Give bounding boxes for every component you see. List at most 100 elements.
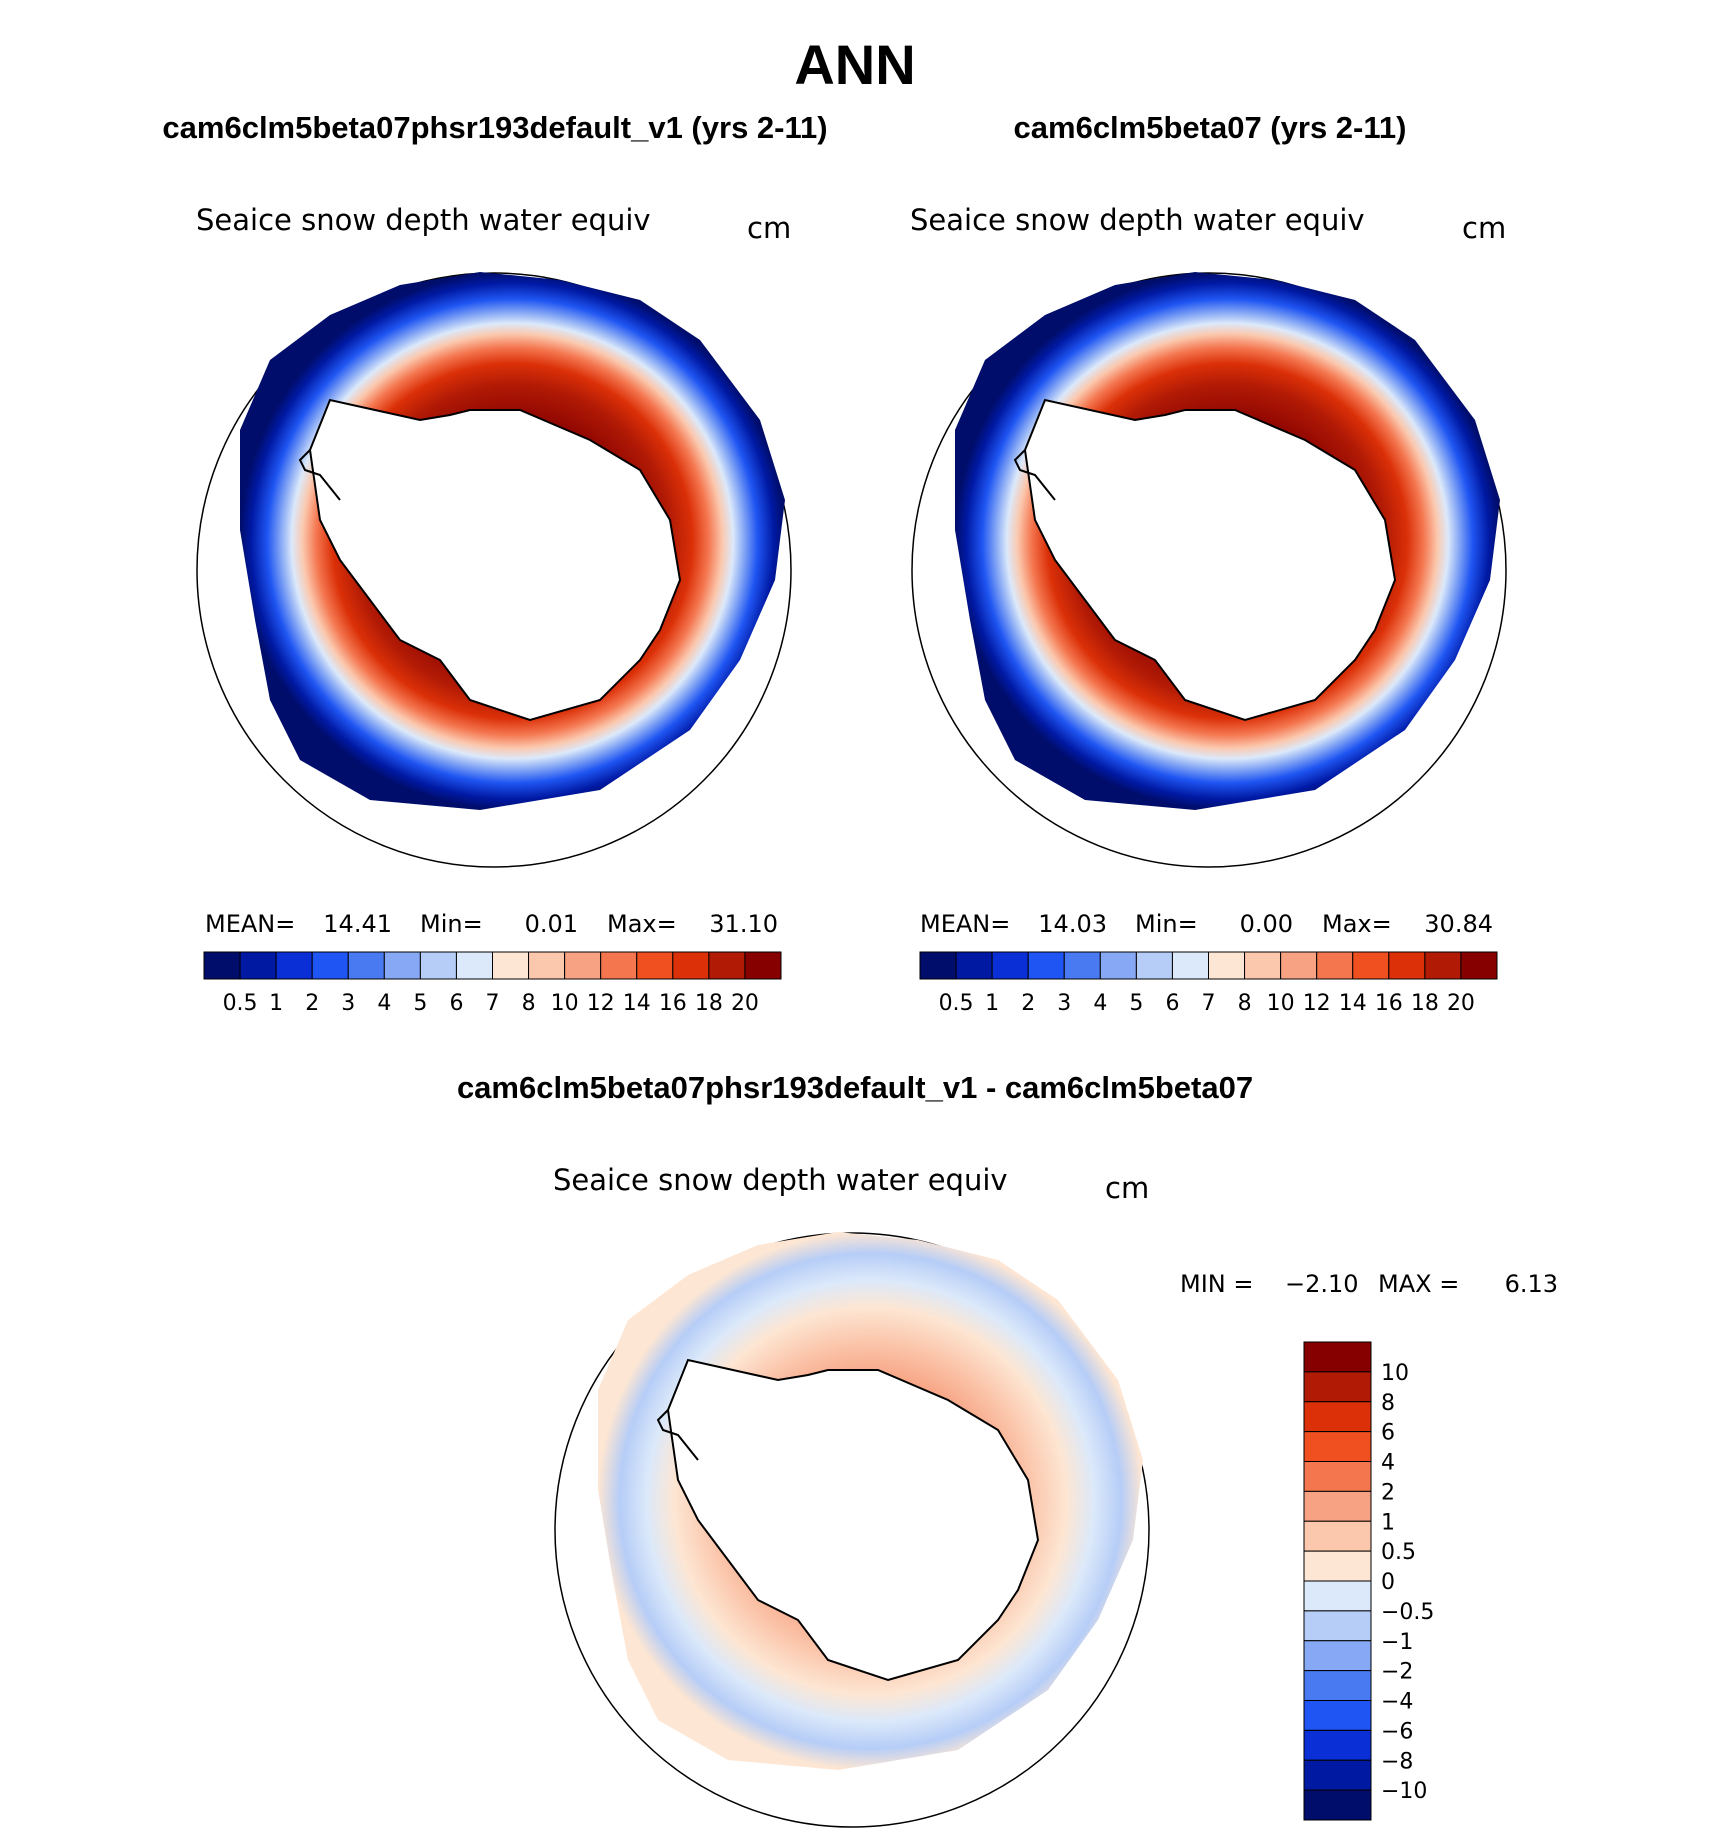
panel-left-colorbar-swatch [239, 951, 277, 980]
panel-left-colorbar-tick-label: 2 [305, 991, 319, 1016]
panel-right-colorbar-swatch [1027, 951, 1065, 980]
panel-right-colorbar-swatch [991, 951, 1029, 980]
panel-left-colorbar-swatch [275, 951, 313, 980]
panel-left-max: 31.10 [709, 910, 778, 938]
panel-left-colorbar-tick-label: 14 [623, 991, 651, 1016]
diff-colorbar-swatch [1303, 1461, 1372, 1492]
panel-left-colorbar-swatch [600, 951, 638, 980]
panel-left-max-label: Max= [607, 910, 677, 938]
diff-colorbar-swatch [1303, 1580, 1372, 1612]
diff-max-label: MAX = [1378, 1270, 1459, 1298]
diff-colorbar-tick-label: 4 [1381, 1451, 1395, 1476]
diff-min: −2.10 [1285, 1270, 1359, 1298]
diff-colorbar-swatch [1303, 1610, 1372, 1642]
panel-left-colorbar-tick-label: 12 [587, 991, 615, 1016]
antarctica-coastline [666, 1358, 1040, 1682]
panel-right-min: 0.00 [1240, 910, 1293, 938]
panel-right-colorbar-tick-label: 7 [1202, 991, 1216, 1016]
diff-colorbar-tick-label: 10 [1381, 1361, 1409, 1386]
panel-left-colorbar-swatch [492, 951, 530, 980]
panel-left-colorbar-swatch [311, 951, 349, 980]
panel-right-max: 30.84 [1424, 910, 1493, 938]
panel-right-units: cm [1462, 211, 1506, 245]
sea-ice-field [240, 272, 785, 810]
panel-left-colorbar-swatch [708, 951, 746, 980]
antarctic-peninsula [1013, 449, 1056, 501]
panel-right-colorbar-tick-label: 1 [985, 991, 999, 1016]
panel-left-colorbar-swatch [419, 951, 457, 980]
antarctica-coastline [1023, 398, 1397, 722]
diff-colorbar-swatch [1303, 1520, 1372, 1552]
panel-right-colorbar-tick-label: 8 [1238, 991, 1252, 1016]
antarctic-peninsula [656, 1409, 699, 1461]
panel-left: cam6clm5beta07phsr193default_v1 (yrs 2-1… [162, 110, 827, 1016]
panel-left-min-label: Min= [420, 910, 483, 938]
diff-colorbar-swatch [1303, 1550, 1372, 1582]
panel-right-colorbar-swatch [1099, 951, 1137, 980]
diff-colorbar-tick-label: 8 [1381, 1391, 1395, 1416]
panel-right: cam6clm5beta07 (yrs 2-11) Seaice snow de… [910, 110, 1507, 1016]
panel-right-case-title: cam6clm5beta07 (yrs 2-11) [1014, 110, 1407, 145]
diff-colorbar-swatch [1303, 1640, 1372, 1672]
panel-right-variable: Seaice snow depth water equiv [910, 203, 1365, 237]
sea-ice-field [955, 272, 1500, 810]
panel-left-colorbar-tick-label: 4 [377, 991, 391, 1016]
diff-colorbar-tick-label: −6 [1381, 1719, 1413, 1744]
panel-left-mean: 14.41 [323, 910, 392, 938]
panel-left-colorbar-tick-label: 18 [695, 991, 723, 1016]
panel-left-colorbar-swatch [528, 951, 566, 980]
diff-variable: Seaice snow depth water equiv [553, 1163, 1008, 1197]
panel-right-mean: 14.03 [1038, 910, 1107, 938]
diff-colorbar-tick-label: −8 [1381, 1749, 1413, 1774]
panel-left-colorbar-swatch [203, 951, 241, 980]
diff-units: cm [1105, 1171, 1149, 1205]
panel-right-colorbar-swatch [1244, 951, 1282, 980]
panel-left-colorbar-tick-label: 3 [341, 991, 355, 1016]
antarctica-coastline [308, 398, 682, 722]
diff-colorbar-tick-label: 1 [1381, 1510, 1395, 1535]
panel-right-colorbar-tick-label: 12 [1303, 991, 1331, 1016]
panel-left-colorbar-tick-label: 6 [449, 991, 463, 1016]
panel-right-colorbar-tick-label: 16 [1375, 991, 1403, 1016]
panel-right-colorbar-swatch [1208, 951, 1246, 980]
diff-colorbar-swatch [1303, 1729, 1372, 1761]
diff-colorbar-tick-label: −0.5 [1381, 1600, 1434, 1625]
panel-left-colorbar-swatch [347, 951, 385, 980]
panel-left-colorbar-tick-label: 16 [659, 991, 687, 1016]
diff-colorbar-swatch [1303, 1371, 1372, 1403]
panel-left-colorbar-tick-label: 0.5 [223, 991, 258, 1016]
panel-left-variable: Seaice snow depth water equiv [196, 203, 651, 237]
panel-right-colorbar-swatch [1171, 951, 1209, 980]
panel-left-colorbar-swatch [383, 951, 421, 980]
panel-right-colorbar-tick-label: 6 [1165, 991, 1179, 1016]
diff-colorbar: 10 8 6 4 2 1 0.5 0 −0.5 −1 −2 −4 −6 −8 −10 [1303, 1341, 1434, 1821]
diff-colorbar-tick-label: 0.5 [1381, 1540, 1416, 1565]
panel-left-colorbar-swatch [672, 951, 710, 980]
panel-left-colorbar: 0.5 1 2 3 4 5 6 7 8 10 12 14 16 18 20 [203, 951, 782, 1016]
antarctic-peninsula [298, 449, 341, 501]
panel-left-map [196, 272, 792, 868]
panel-left-colorbar-tick-label: 8 [522, 991, 536, 1016]
diff-colorbar-tick-label: −1 [1381, 1630, 1413, 1655]
panel-right-mean-label: MEAN= [920, 910, 1010, 938]
panel-left-colorbar-swatch [455, 951, 493, 980]
panel-right-colorbar-tick-label: 10 [1267, 991, 1295, 1016]
panel-difference: cam6clm5beta07phsr193default_v1 - cam6cl… [457, 1070, 1558, 1828]
panel-right-colorbar-swatch [919, 951, 957, 980]
panel-right-colorbar: 0.5 1 2 3 4 5 6 7 8 10 12 14 16 18 20 [919, 951, 1498, 1016]
panel-left-units: cm [747, 211, 791, 245]
panel-right-max-label: Max= [1322, 910, 1392, 938]
diff-min-label: MIN = [1180, 1270, 1253, 1298]
diff-colorbar-swatch [1303, 1401, 1372, 1433]
panel-right-colorbar-swatch [1352, 951, 1390, 980]
panel-left-min: 0.01 [525, 910, 578, 938]
page-title: ANN [794, 33, 915, 96]
panel-left-colorbar-swatch [744, 951, 782, 980]
diff-map [554, 1232, 1150, 1828]
diff-colorbar-swatch [1303, 1670, 1372, 1701]
diff-colorbar-swatch [1303, 1759, 1372, 1791]
panel-right-colorbar-swatch [1280, 951, 1318, 980]
panel-right-colorbar-tick-label: 3 [1057, 991, 1071, 1016]
panel-right-colorbar-tick-label: 14 [1339, 991, 1367, 1016]
